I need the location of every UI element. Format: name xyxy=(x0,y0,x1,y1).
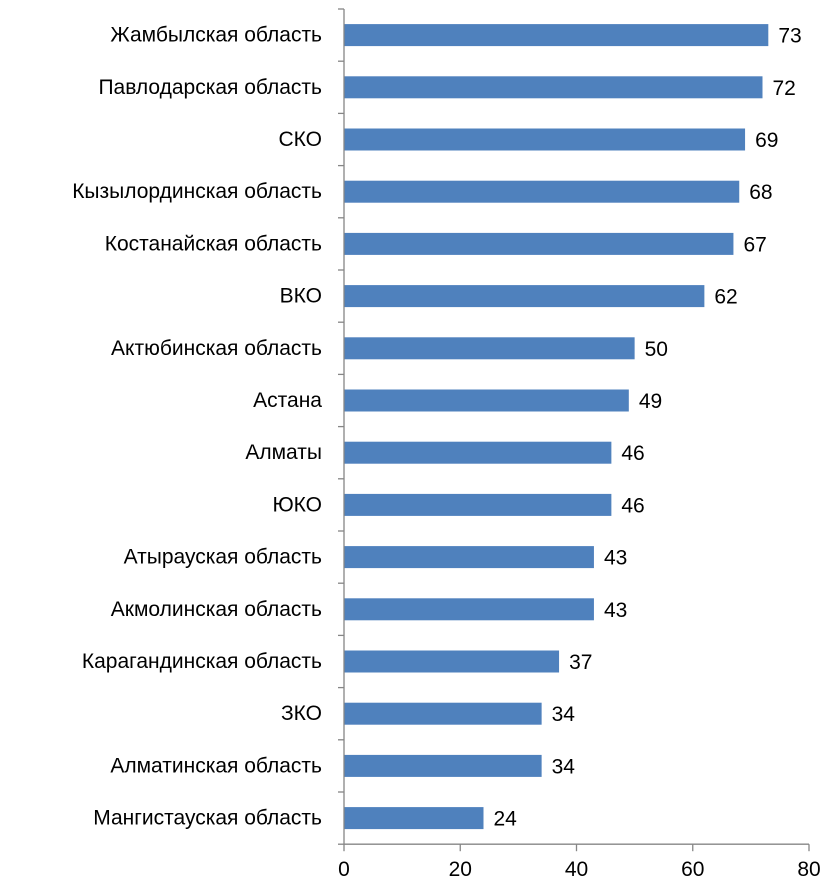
category-label: Павлодарская область xyxy=(98,76,322,99)
category-label: Атырауская область xyxy=(124,546,322,569)
bar xyxy=(344,493,612,516)
bar xyxy=(344,24,769,47)
bar xyxy=(344,285,705,308)
bar xyxy=(344,807,484,830)
bar xyxy=(344,76,763,99)
bars-group xyxy=(344,24,769,830)
category-label: ВКО xyxy=(280,285,322,308)
category-label: СКО xyxy=(279,128,323,151)
category-label: Алматы xyxy=(245,441,322,464)
value-label: 62 xyxy=(714,286,737,309)
bar xyxy=(344,598,594,621)
category-label: Акмолинская область xyxy=(111,598,322,621)
value-label: 34 xyxy=(552,755,576,778)
bar xyxy=(344,232,734,255)
category-label: ЗКО xyxy=(281,702,322,725)
category-label: Мангистауская область xyxy=(93,807,322,830)
bar xyxy=(344,546,594,569)
x-tick-label: 20 xyxy=(449,858,472,881)
category-label: Жамбылская область xyxy=(110,24,322,47)
value-label: 34 xyxy=(552,703,576,726)
category-label: Кызылординская область xyxy=(72,180,322,203)
category-label: Астана xyxy=(253,389,322,412)
value-label: 49 xyxy=(639,390,662,413)
value-label: 24 xyxy=(494,808,518,831)
bar xyxy=(344,128,746,151)
value-label: 73 xyxy=(778,25,801,48)
axes-group xyxy=(338,8,810,852)
value-label: 46 xyxy=(621,494,644,517)
value-label: 43 xyxy=(604,547,627,570)
category-label: ЮКО xyxy=(272,493,322,516)
bar xyxy=(344,441,612,464)
bar xyxy=(344,337,635,360)
value-label: 68 xyxy=(749,181,772,204)
bar xyxy=(344,650,560,673)
bar xyxy=(344,389,629,412)
category-label: Актюбинская область xyxy=(111,337,322,360)
bar xyxy=(344,754,542,777)
value-labels-group: 73 72 69 68 67 62 50 49 46 46 43 43 37 34 34 24 xyxy=(494,25,802,831)
category-label: Алматинская область xyxy=(110,754,322,777)
value-label: 43 xyxy=(604,599,627,622)
category-label: Карагандинская область xyxy=(82,650,322,673)
x-tick-labels-group: 0 20 40 60 80 xyxy=(338,858,821,881)
x-tick-label: 60 xyxy=(681,858,704,881)
category-label: Костанайская область xyxy=(105,232,322,255)
value-label: 37 xyxy=(569,651,592,674)
value-label: 50 xyxy=(645,338,668,361)
x-tick-label: 40 xyxy=(565,858,588,881)
value-label: 69 xyxy=(755,129,778,152)
value-label: 72 xyxy=(773,77,796,100)
value-label: 46 xyxy=(621,442,644,465)
bar xyxy=(344,702,542,725)
bar xyxy=(344,180,740,203)
value-label: 67 xyxy=(743,233,766,256)
category-labels-group: Жамбылская область Павлодарская область СК… xyxy=(72,24,322,830)
x-tick-label: 0 xyxy=(338,858,350,881)
x-tick-label: 80 xyxy=(797,858,820,881)
